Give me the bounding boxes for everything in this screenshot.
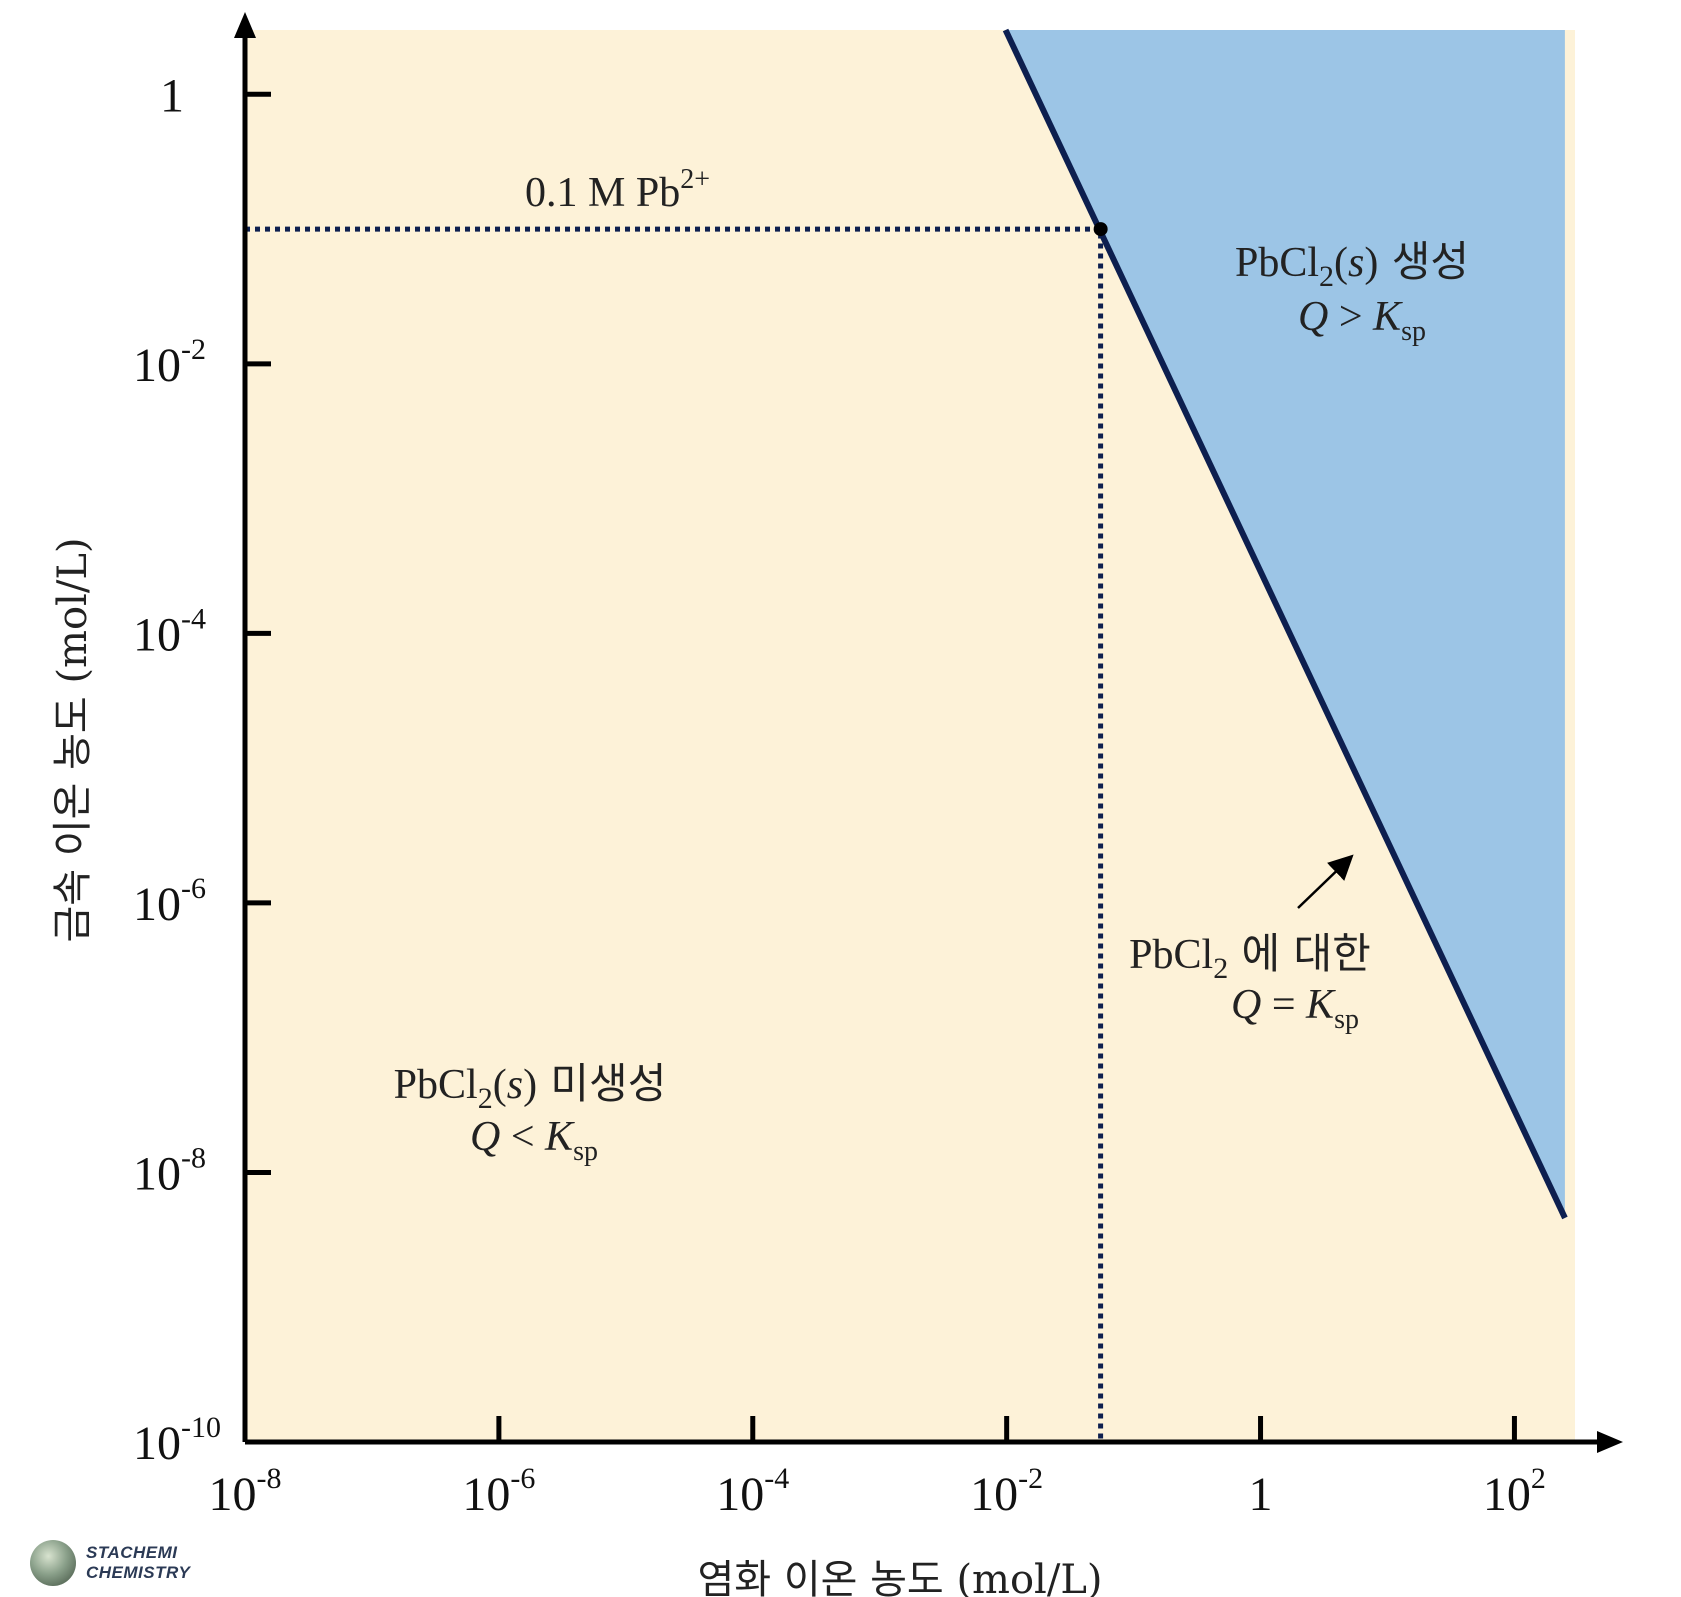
ksp-line-pointer-arrow bbox=[1297, 854, 1354, 909]
x-axis-title: 염화 이온 농도 (mol/L) bbox=[698, 1557, 1103, 1597]
y-axis-arrow bbox=[234, 12, 256, 38]
pb-guide-line bbox=[245, 226, 1104, 1442]
no-precipitate-condition: Q < Ksp bbox=[470, 1114, 598, 1167]
y-tick-label: 10-10 bbox=[133, 1411, 221, 1470]
x-tick-label: 10-6 bbox=[462, 1462, 535, 1521]
x-tick-label: 102 bbox=[1483, 1462, 1546, 1521]
precipitate-condition: Q > Ksp bbox=[1298, 294, 1426, 347]
ksp-line-label: PbCl2 에 대한 bbox=[1129, 929, 1371, 985]
x-tick-label: 1 bbox=[1249, 1468, 1273, 1521]
y-tick-label: 1 bbox=[160, 69, 184, 122]
watermark-line1: STACHEMI bbox=[86, 1543, 178, 1562]
intersection-point bbox=[1093, 222, 1108, 237]
x-axis-arrow bbox=[1597, 1431, 1623, 1453]
logo-icon bbox=[30, 1540, 76, 1586]
no-precipitate-region-label: PbCl2(s) 미생성 bbox=[394, 1059, 667, 1115]
x-tick-label: 10-4 bbox=[716, 1462, 789, 1521]
x-tick-label: 10-8 bbox=[209, 1462, 282, 1521]
y-tick-label: 10-6 bbox=[133, 872, 206, 931]
pb-concentration-label: 0.1 M Pb2+ bbox=[525, 164, 710, 216]
watermark-logo: STACHEMI CHEMISTRY bbox=[30, 1540, 190, 1586]
y-tick-label: 10-2 bbox=[133, 333, 206, 392]
y-tick-label: 10-8 bbox=[133, 1141, 206, 1200]
y-tick-label: 10-4 bbox=[133, 602, 206, 661]
precipitate-region-label: PbCl2(s) 생성 bbox=[1235, 237, 1469, 293]
watermark-line2: CHEMISTRY bbox=[86, 1563, 191, 1582]
y-axis-title: 금속 이온 농도 (mol/L) bbox=[50, 538, 96, 943]
x-tick-label: 10-2 bbox=[970, 1462, 1043, 1521]
ksp-line-condition: Q = Ksp bbox=[1231, 982, 1359, 1035]
